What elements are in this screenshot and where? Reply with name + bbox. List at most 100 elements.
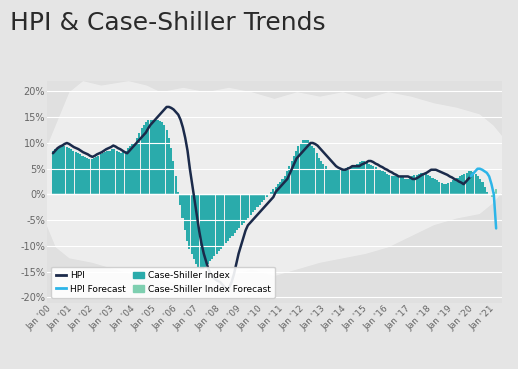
Bar: [186, 194, 188, 241]
Bar: [79, 154, 81, 194]
Bar: [470, 171, 472, 194]
Bar: [320, 161, 322, 194]
Bar: [252, 194, 254, 213]
Bar: [277, 184, 279, 194]
Bar: [479, 179, 481, 194]
Bar: [438, 182, 440, 194]
Bar: [213, 194, 215, 256]
Bar: [472, 172, 474, 194]
Bar: [154, 120, 156, 194]
Bar: [481, 182, 483, 194]
Bar: [134, 143, 136, 194]
Bar: [113, 149, 116, 194]
Bar: [122, 152, 124, 194]
Bar: [281, 179, 283, 194]
Bar: [148, 120, 149, 194]
Bar: [54, 149, 56, 194]
Bar: [170, 148, 172, 194]
Bar: [477, 176, 479, 194]
Bar: [338, 169, 340, 194]
Bar: [372, 166, 375, 194]
Bar: [107, 151, 108, 194]
Bar: [129, 145, 131, 194]
Bar: [345, 168, 347, 194]
Bar: [348, 167, 350, 194]
Bar: [181, 194, 183, 218]
Bar: [309, 143, 311, 194]
Bar: [152, 120, 154, 194]
Bar: [352, 166, 354, 194]
Bar: [97, 156, 99, 194]
Bar: [184, 194, 186, 231]
Bar: [420, 173, 422, 194]
Bar: [450, 182, 452, 194]
Bar: [377, 169, 379, 194]
Bar: [286, 171, 288, 194]
Bar: [168, 138, 170, 194]
Bar: [86, 158, 88, 194]
Bar: [415, 175, 418, 194]
Bar: [334, 169, 336, 194]
Bar: [145, 123, 147, 194]
Bar: [409, 178, 411, 194]
Bar: [195, 194, 197, 264]
Bar: [441, 183, 442, 194]
Bar: [293, 156, 295, 194]
Bar: [388, 175, 391, 194]
Bar: [56, 148, 59, 194]
Bar: [88, 159, 90, 194]
Bar: [289, 166, 290, 194]
Bar: [474, 174, 477, 194]
Bar: [454, 179, 456, 194]
Bar: [313, 148, 315, 194]
Bar: [199, 194, 202, 269]
Bar: [75, 152, 77, 194]
Bar: [163, 125, 165, 194]
Bar: [427, 175, 429, 194]
Bar: [159, 121, 161, 194]
Bar: [361, 161, 363, 194]
Bar: [95, 158, 97, 194]
Bar: [177, 192, 179, 194]
Bar: [116, 151, 118, 194]
Bar: [325, 166, 327, 194]
Bar: [227, 194, 229, 241]
Bar: [395, 176, 397, 194]
Bar: [418, 174, 420, 194]
Bar: [456, 178, 458, 194]
Bar: [238, 194, 240, 228]
Bar: [275, 187, 277, 194]
Bar: [452, 180, 454, 194]
Bar: [413, 175, 415, 194]
Bar: [125, 151, 127, 194]
Bar: [291, 161, 293, 194]
Bar: [140, 128, 142, 194]
Bar: [263, 194, 265, 200]
Bar: [136, 138, 138, 194]
Bar: [431, 178, 434, 194]
Bar: [63, 145, 65, 194]
Bar: [102, 153, 104, 194]
Bar: [307, 140, 309, 194]
Bar: [218, 194, 220, 251]
Bar: [356, 163, 358, 194]
Bar: [104, 152, 106, 194]
Bar: [407, 179, 409, 194]
Bar: [73, 151, 75, 194]
Bar: [279, 182, 281, 194]
Bar: [411, 176, 413, 194]
Bar: [99, 154, 102, 194]
Bar: [197, 194, 199, 266]
Bar: [193, 194, 195, 259]
Bar: [156, 120, 159, 194]
Bar: [468, 171, 470, 194]
Bar: [93, 158, 95, 194]
Bar: [400, 176, 401, 194]
Bar: [459, 176, 461, 194]
Bar: [248, 194, 250, 218]
Bar: [266, 194, 268, 197]
Legend: HPI, HPI Forecast, Case-Shiller Index, Case-Shiller Index Forecast: HPI, HPI Forecast, Case-Shiller Index, C…: [51, 266, 275, 298]
Bar: [297, 145, 299, 194]
Bar: [189, 194, 190, 248]
Bar: [229, 194, 231, 238]
